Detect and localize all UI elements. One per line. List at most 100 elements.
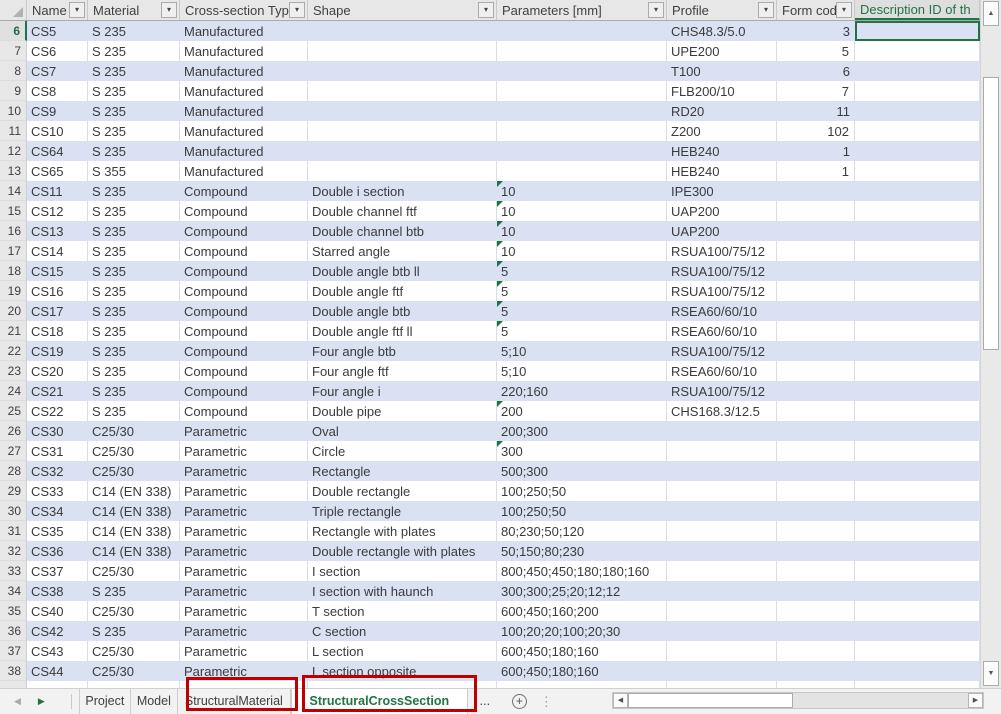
row-header-37[interactable]: 37 [0, 641, 27, 661]
row-header-11[interactable]: 11 [0, 121, 27, 141]
cell-name[interactable]: CS19 [27, 341, 88, 361]
cell-type[interactable]: Manufactured [180, 41, 308, 61]
cell-type[interactable]: Parametric [180, 561, 308, 581]
cell-type[interactable]: Parametric [180, 581, 308, 601]
cell-shape[interactable]: Oval [308, 421, 497, 441]
cell-material[interactable]: C25/30 [88, 461, 180, 481]
tab-nav-next-icon[interactable]: ▶ [37, 696, 45, 706]
row-header-10[interactable]: 10 [0, 101, 27, 121]
cell-name[interactable]: CS20 [27, 361, 88, 381]
cell-material[interactable]: C25/30 [88, 441, 180, 461]
cell-type[interactable]: Compound [180, 401, 308, 421]
cell-parameters[interactable]: 100;250;50 [497, 501, 667, 521]
cell-name[interactable]: CS31 [27, 441, 88, 461]
cell-parameters[interactable]: 5 [497, 321, 667, 341]
cell-parameters[interactable]: 200;300 [497, 421, 667, 441]
cell-shape[interactable]: T section [308, 601, 497, 621]
cell-name[interactable]: CS22 [27, 401, 88, 421]
cell-parameters[interactable]: 80;230;50;120 [497, 521, 667, 541]
cell-parameters[interactable] [497, 81, 667, 101]
cell-parameters[interactable]: 10 [497, 181, 667, 201]
cell-parameters[interactable]: 300;300;25;20;12;12 [497, 581, 667, 601]
column-header-description-id-of-th[interactable]: Description ID of th [855, 0, 980, 20]
cell-form_code[interactable] [777, 381, 855, 401]
cell-material[interactable]: S 235 [88, 401, 180, 421]
cell-name[interactable]: CS8 [27, 81, 88, 101]
cell-type[interactable]: Parametric [180, 601, 308, 621]
cell-type[interactable]: Parametric [180, 661, 308, 681]
cell-profile[interactable]: RSEA60/60/10 [667, 301, 777, 321]
cell-material[interactable]: C14 (EN 338) [88, 541, 180, 561]
row-header-27[interactable]: 27 [0, 441, 27, 461]
selected-cell[interactable] [855, 21, 980, 41]
cell-parameters[interactable] [497, 21, 667, 41]
filter-dropdown-icon[interactable]: ▾ [69, 2, 85, 18]
cell-form_code[interactable] [777, 561, 855, 581]
cell-profile[interactable]: Z200 [667, 121, 777, 141]
row-header-38[interactable]: 38 [0, 661, 27, 681]
filter-dropdown-icon[interactable]: ▾ [836, 2, 852, 18]
cell-parameters[interactable] [497, 141, 667, 161]
cell-type[interactable]: Manufactured [180, 21, 308, 41]
cell-type[interactable]: Parametric [180, 621, 308, 641]
cell-shape[interactable] [308, 161, 497, 181]
horizontal-scrollbar[interactable]: ◀ ▶ [612, 692, 984, 709]
cell-type[interactable]: Compound [180, 361, 308, 381]
horizontal-scrollbar-thumb[interactable] [628, 693, 793, 708]
cell-shape[interactable]: Four angle ftf [308, 361, 497, 381]
row-header-34[interactable]: 34 [0, 581, 27, 601]
cell-name[interactable]: CS10 [27, 121, 88, 141]
cell-parameters[interactable]: 600;450;160;200 [497, 601, 667, 621]
row-header-29[interactable]: 29 [0, 481, 27, 501]
cell-shape[interactable]: Double channel ftf [308, 201, 497, 221]
cell-parameters[interactable]: 300 [497, 441, 667, 461]
cell-profile[interactable] [667, 601, 777, 621]
cell-type[interactable]: Compound [180, 261, 308, 281]
row-header-25[interactable]: 25 [0, 401, 27, 421]
cell-name[interactable]: CS5 [27, 21, 88, 41]
cell-material[interactable]: S 235 [88, 81, 180, 101]
cell-shape[interactable]: Double angle btb [308, 301, 497, 321]
cell-shape[interactable] [308, 101, 497, 121]
cell-material[interactable]: S 235 [88, 101, 180, 121]
column-header-parameters-mm-[interactable]: Parameters [mm] ▾ [497, 0, 667, 20]
cell-form_code[interactable] [777, 221, 855, 241]
cell-form_code[interactable] [777, 581, 855, 601]
cell-shape[interactable]: Circle [308, 441, 497, 461]
cell-form_code[interactable]: 7 [777, 81, 855, 101]
cell-name[interactable]: CS65 [27, 161, 88, 181]
cell-profile[interactable] [667, 641, 777, 661]
cell-form_code[interactable] [777, 621, 855, 641]
cell-name[interactable]: CS14 [27, 241, 88, 261]
cell-description[interactable] [855, 541, 980, 561]
cell-form_code[interactable]: 102 [777, 121, 855, 141]
scroll-left-button[interactable]: ◀ [613, 693, 628, 708]
cell-parameters[interactable]: 100;250;50 [497, 481, 667, 501]
cell-material[interactable]: C25/30 [88, 661, 180, 681]
row-header-20[interactable]: 20 [0, 301, 27, 321]
cell-description[interactable] [855, 181, 980, 201]
cell-material[interactable]: S 235 [88, 41, 180, 61]
cell-type[interactable]: Compound [180, 221, 308, 241]
cell-description[interactable] [855, 421, 980, 441]
cell-parameters[interactable]: 220;160 [497, 381, 667, 401]
cell-description[interactable] [855, 221, 980, 241]
cell-parameters[interactable]: 50;150;80;230 [497, 541, 667, 561]
cell-profile[interactable]: RD20 [667, 101, 777, 121]
cell-form_code[interactable] [777, 401, 855, 421]
cell-profile[interactable] [667, 521, 777, 541]
cell-parameters[interactable] [497, 61, 667, 81]
cell-shape[interactable] [308, 41, 497, 61]
cell-type[interactable]: Parametric [180, 481, 308, 501]
cell-description[interactable] [855, 401, 980, 421]
cell-material[interactable]: S 235 [88, 581, 180, 601]
cell-material[interactable]: S 235 [88, 201, 180, 221]
cell-material[interactable]: S 235 [88, 361, 180, 381]
cell-description[interactable] [855, 501, 980, 521]
cell-type[interactable]: Manufactured [180, 61, 308, 81]
cell-description[interactable] [855, 41, 980, 61]
cell-shape[interactable]: Rectangle with plates [308, 521, 497, 541]
cell-material[interactable]: S 235 [88, 181, 180, 201]
cell-type[interactable]: Compound [180, 181, 308, 201]
cell-name[interactable]: CS6 [27, 41, 88, 61]
